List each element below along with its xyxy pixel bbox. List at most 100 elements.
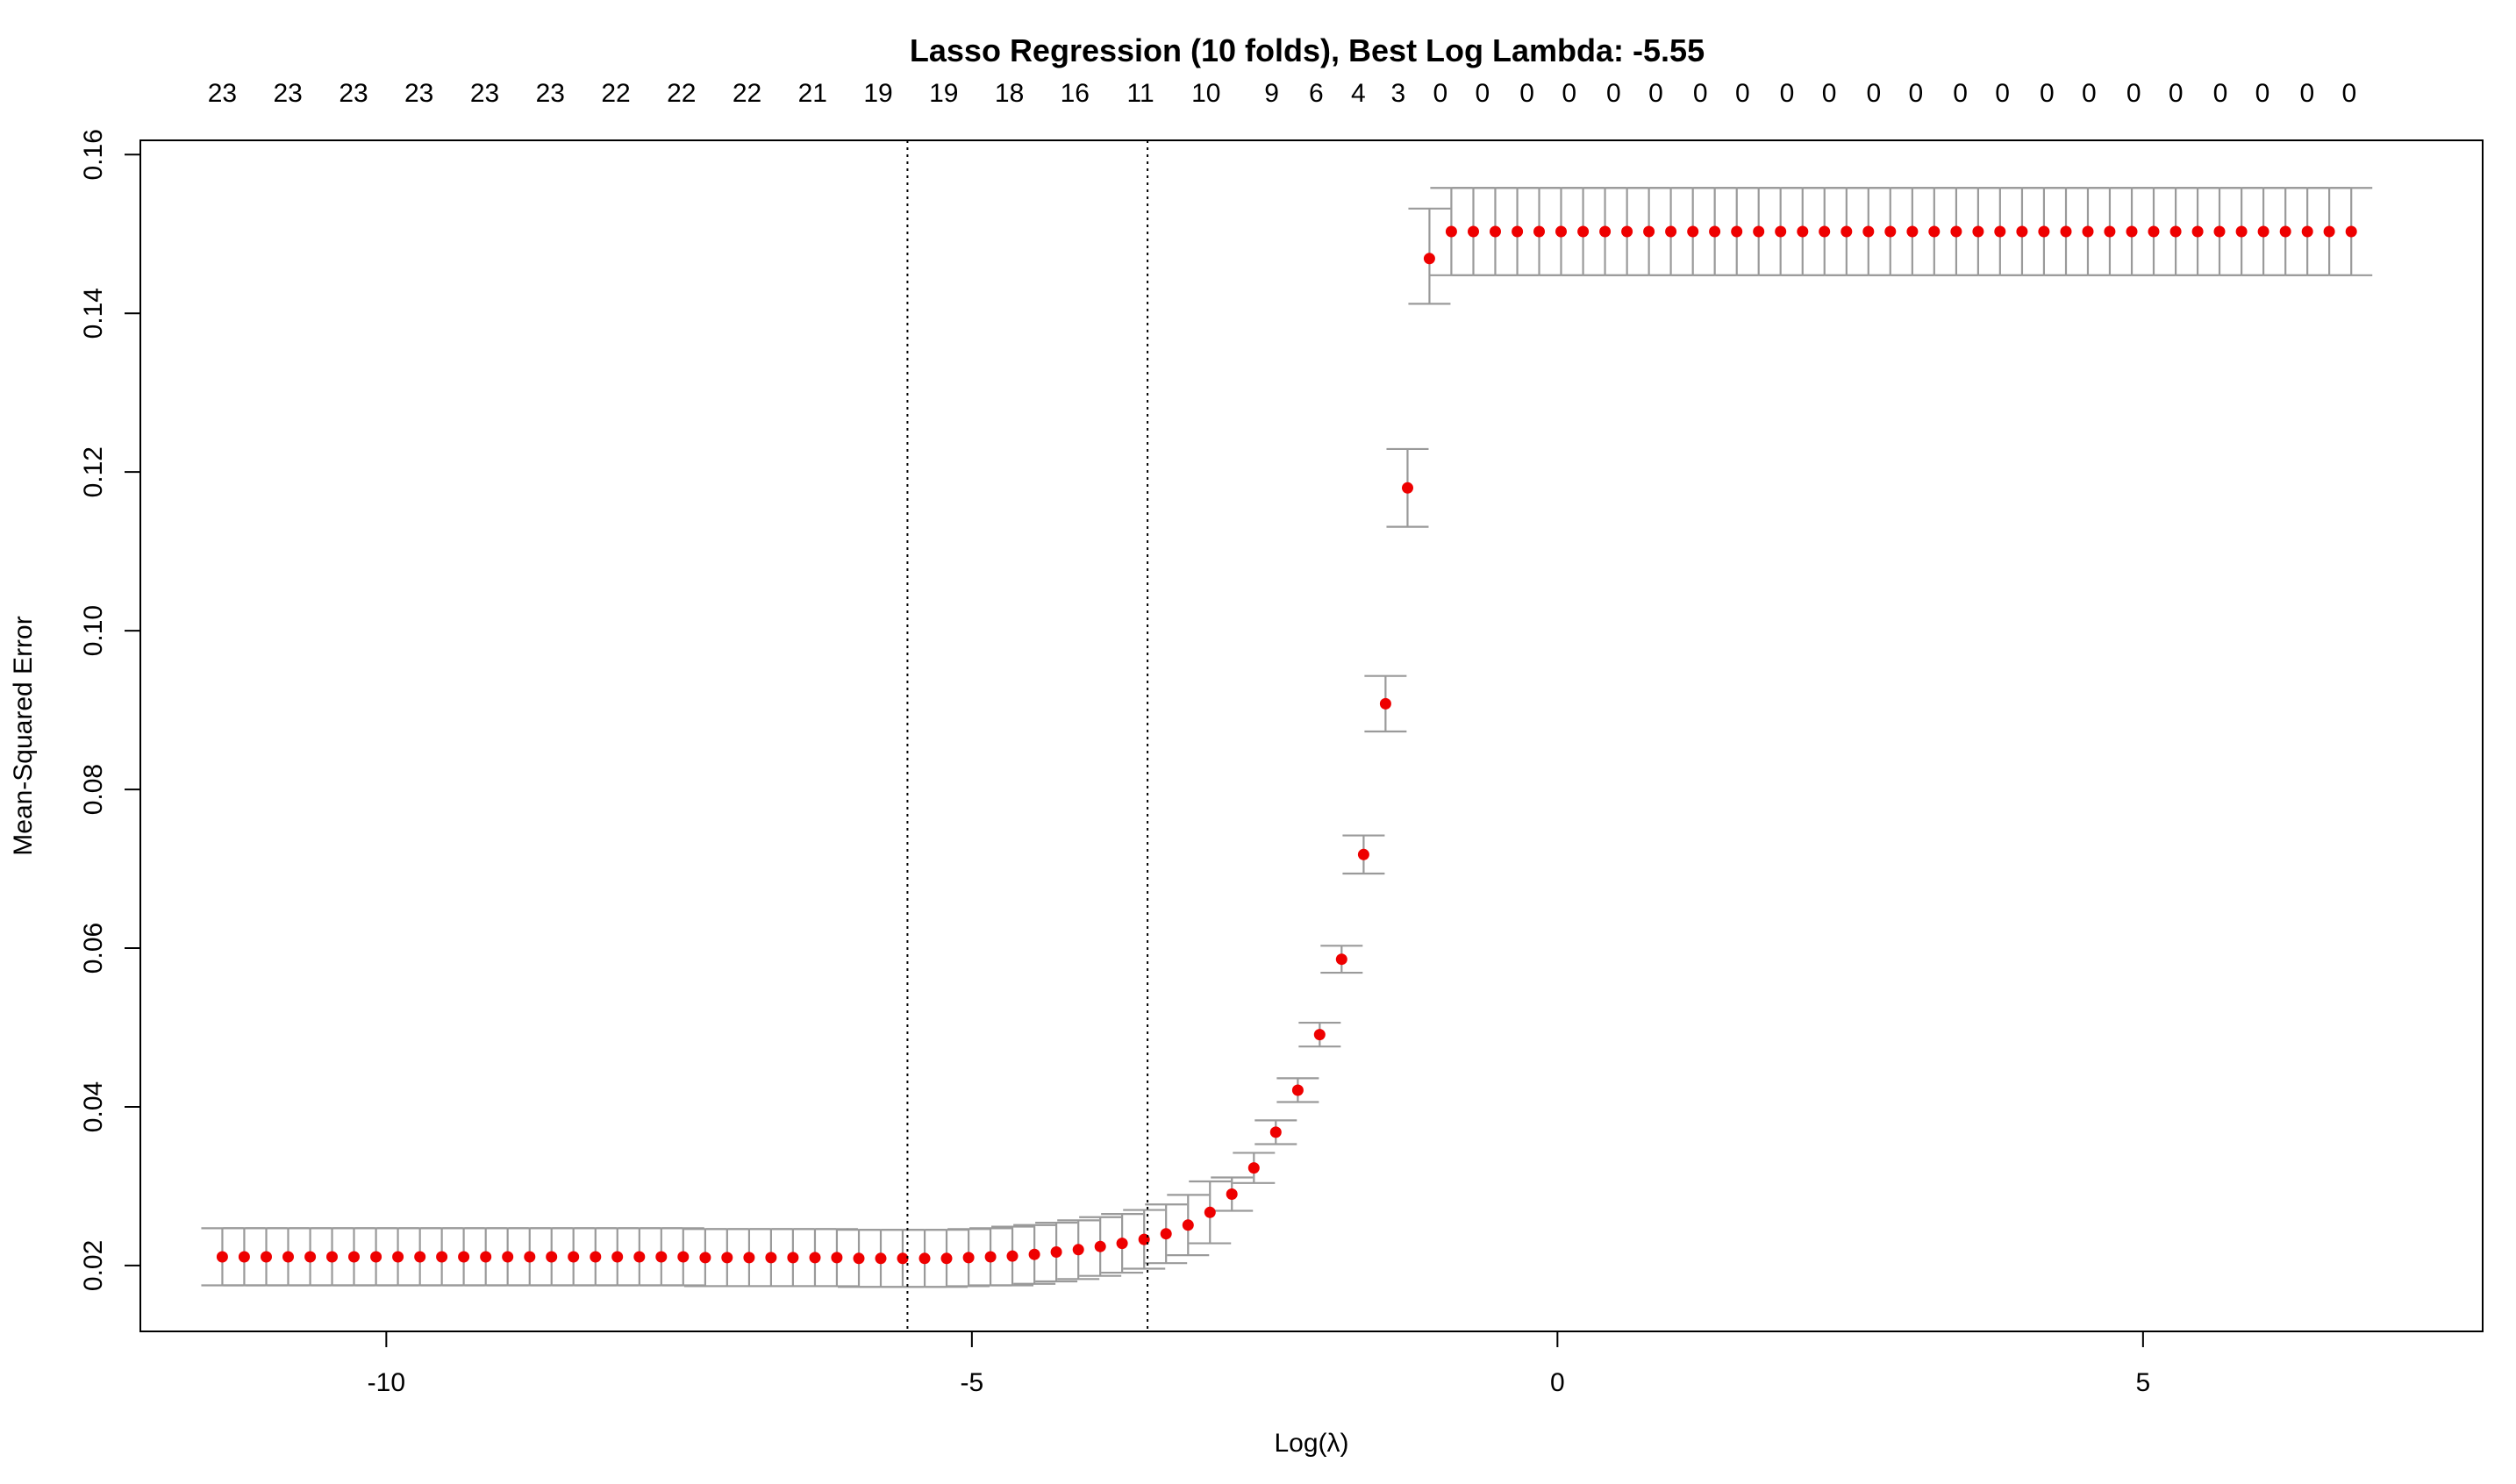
mse-point <box>809 1252 821 1264</box>
mse-point <box>1665 225 1677 238</box>
mse-point <box>1775 225 1787 238</box>
mse-point <box>1094 1240 1106 1252</box>
mse-point <box>962 1252 975 1264</box>
mse-point <box>699 1252 711 1264</box>
mse-point <box>502 1251 514 1263</box>
mse-point <box>853 1252 865 1265</box>
mse-point <box>1577 225 1590 238</box>
mse-point <box>765 1252 777 1264</box>
mse-point <box>1182 1219 1194 1231</box>
mse-point <box>2126 225 2138 238</box>
mse-point <box>282 1251 294 1263</box>
y-tick-label: 0.04 <box>79 1081 108 1132</box>
mse-point <box>1445 225 1457 238</box>
y-tick-label: 0.02 <box>79 1240 108 1291</box>
mse-point <box>1841 225 1853 238</box>
mse-point <box>568 1251 580 1263</box>
mse-point <box>2323 225 2335 238</box>
coef-count-label: 0 <box>2040 79 2055 108</box>
mse-point <box>1357 848 1369 860</box>
mse-point <box>1291 1084 1304 1096</box>
mse-point <box>611 1251 624 1263</box>
mse-point <box>1950 225 1962 238</box>
mse-point <box>261 1251 272 1263</box>
mse-point <box>677 1251 690 1263</box>
coef-count-label: 0 <box>1909 79 1924 108</box>
y-axis-title: Mean-Squared Error <box>9 616 38 855</box>
mse-point <box>721 1252 733 1264</box>
x-axis: -10 -5 0 5 <box>368 1331 2150 1397</box>
mse-point <box>1555 225 1567 238</box>
mse-point <box>1335 953 1347 966</box>
mse-point <box>1512 225 1524 238</box>
coef-count-label: 0 <box>1648 79 1663 108</box>
mse-point <box>1862 225 1875 238</box>
mse-point <box>1072 1244 1084 1256</box>
mse-point <box>1621 225 1633 238</box>
mse-point <box>1797 225 1809 238</box>
error-bars <box>201 187 2373 1288</box>
mse-point <box>1006 1250 1019 1262</box>
plot-frame <box>139 139 2484 1332</box>
coef-count-label: 0 <box>1995 79 2010 108</box>
mse-point <box>1313 1029 1326 1041</box>
mse-point <box>546 1251 558 1263</box>
x-tick-label: -10 <box>368 1368 405 1397</box>
mse-point <box>1116 1238 1128 1250</box>
mse-point <box>743 1252 755 1264</box>
mse-point <box>787 1252 799 1264</box>
coef-count-label: 0 <box>1433 79 1447 108</box>
mse-point <box>1247 1162 1260 1174</box>
coef-count-label: 23 <box>274 79 303 108</box>
mse-point <box>1269 1126 1282 1138</box>
mse-point <box>2345 225 2357 238</box>
data-points <box>216 225 2357 1265</box>
mse-point <box>1819 225 1831 238</box>
mse-point <box>1226 1188 1238 1200</box>
mse-point <box>1050 1246 1062 1258</box>
mse-point <box>633 1251 646 1263</box>
mse-point <box>2279 225 2291 238</box>
coef-count-label: 23 <box>470 79 499 108</box>
coef-count-label: 0 <box>2213 79 2228 108</box>
mse-point <box>2169 225 2182 238</box>
mse-point <box>2082 225 2094 238</box>
coef-count-label: 23 <box>536 79 565 108</box>
mse-point <box>1468 225 1479 238</box>
mse-point <box>1402 482 1413 494</box>
mse-point <box>1490 225 1501 238</box>
mse-point <box>2104 225 2116 238</box>
nonzero-coefficient-counts: 23 23 23 23 23 23 22 22 22 21 19 19 18 16 11 10 9 6 4 3 0 0 0 0… <box>208 79 2356 108</box>
mse-point <box>1994 225 2006 238</box>
coef-count-label: 19 <box>929 79 958 108</box>
coef-count-label: 0 <box>1953 79 1968 108</box>
y-tick-label: 0.14 <box>79 288 108 339</box>
mse-point <box>1160 1228 1172 1240</box>
mse-point <box>304 1251 317 1263</box>
coef-count-label: 0 <box>1822 79 1837 108</box>
coef-count-label: 9 <box>1264 79 1279 108</box>
coef-count-label: 0 <box>2341 79 2356 108</box>
coef-count-label: 0 <box>1562 79 1576 108</box>
mse-point <box>2257 225 2269 238</box>
mse-point <box>2301 225 2313 238</box>
mse-point <box>1687 225 1699 238</box>
mse-point <box>940 1252 953 1265</box>
mse-point <box>1643 225 1655 238</box>
y-tick-label: 0.16 <box>79 129 108 180</box>
mse-point <box>370 1251 382 1263</box>
chart-title: Lasso Regression (10 folds), Best Log La… <box>910 32 1705 68</box>
mse-point <box>524 1251 536 1263</box>
mse-point <box>2016 225 2028 238</box>
mse-point <box>458 1251 470 1263</box>
x-axis-title: Log(λ) <box>1274 1429 1348 1458</box>
mse-point <box>348 1251 360 1263</box>
mse-point <box>1533 225 1545 238</box>
coef-count-label: 0 <box>1606 79 1621 108</box>
coef-count-label: 0 <box>2169 79 2184 108</box>
mse-point <box>1599 225 1612 238</box>
y-tick-label: 0.06 <box>79 923 108 974</box>
coef-count-label: 0 <box>1693 79 1708 108</box>
mse-point <box>1731 225 1743 238</box>
